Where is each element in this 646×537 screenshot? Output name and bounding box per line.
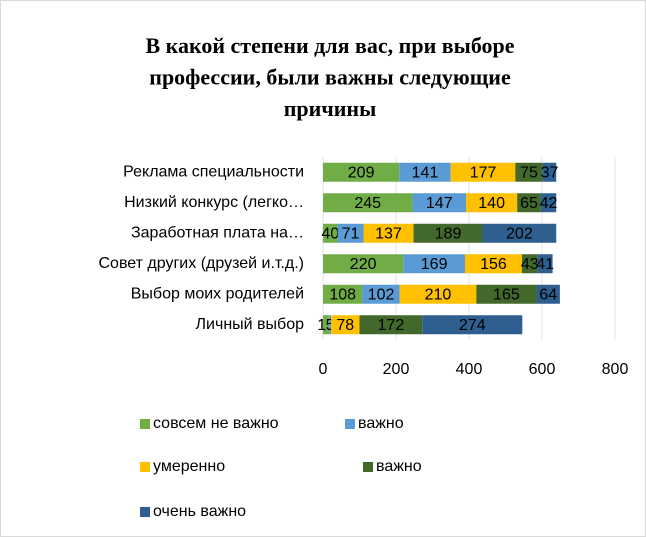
legend-swatch — [345, 419, 355, 429]
y-tick-label: Низкий конкурс (легко… — [124, 194, 304, 211]
data-label: 210 — [425, 286, 452, 303]
bar-segment — [476, 284, 537, 304]
bar-segment — [413, 223, 483, 243]
data-label: 65 — [520, 195, 538, 212]
chart-title: В какой степени для вас, при выборе — [145, 33, 514, 58]
data-label: 141 — [412, 164, 439, 181]
data-label: 75 — [520, 164, 538, 181]
bar-segment — [540, 193, 557, 213]
x-tick-label: 0 — [319, 361, 328, 378]
bar-segment — [331, 315, 360, 335]
bar-segment — [515, 162, 543, 182]
data-label: 140 — [478, 195, 505, 212]
x-tick-label: 800 — [602, 361, 629, 378]
data-label: 42 — [540, 195, 558, 212]
bar-segment — [412, 193, 467, 213]
legend-swatch — [140, 507, 150, 517]
bar-segment — [362, 284, 400, 304]
data-label: 177 — [470, 164, 497, 181]
data-label: 137 — [375, 225, 402, 242]
data-label: 78 — [336, 317, 354, 334]
data-label: 108 — [329, 286, 356, 303]
legend-label: важно — [376, 458, 422, 475]
bar-segment — [323, 284, 363, 304]
legend-swatch — [363, 462, 373, 472]
legend-label: умеренно — [153, 458, 225, 475]
x-tick-label: 600 — [529, 361, 556, 378]
data-label: 169 — [421, 256, 448, 273]
data-label: 156 — [480, 256, 507, 273]
data-label: 172 — [378, 317, 405, 334]
bar-segment — [521, 254, 538, 274]
bar-segment — [422, 315, 523, 335]
bar-segment — [363, 223, 414, 243]
legend-swatch — [140, 462, 150, 472]
data-label: 37 — [541, 164, 559, 181]
y-tick-label: Личный выбор — [196, 316, 305, 333]
chart-title: профессии, были важны следующие — [149, 65, 511, 90]
y-tick-label: Совет других (друзей и.т.д.) — [99, 255, 305, 272]
bar-segment — [537, 254, 553, 274]
data-label: 165 — [493, 286, 520, 303]
bar-segment — [450, 162, 516, 182]
bar-segment — [399, 162, 451, 182]
legend-swatch — [140, 419, 150, 429]
bar-segment — [323, 162, 400, 182]
chart-title: причины — [284, 96, 377, 121]
y-tick-label: Выбор моих родителей — [131, 285, 304, 302]
bar-segment — [359, 315, 423, 335]
bar-segment — [323, 223, 338, 243]
y-tick-label: Заработная плата на… — [131, 224, 304, 241]
bar-segment — [482, 223, 557, 243]
legend-label: очень важно — [153, 503, 246, 520]
data-label: 147 — [426, 195, 453, 212]
bar-segment — [542, 162, 557, 182]
data-label: 71 — [342, 225, 360, 242]
x-tick-label: 400 — [456, 361, 483, 378]
data-label: 220 — [350, 256, 377, 273]
bar-segment — [323, 315, 330, 335]
data-label: 102 — [368, 286, 395, 303]
x-tick-label: 200 — [383, 361, 410, 378]
data-label: 64 — [539, 286, 557, 303]
bar-segment — [464, 254, 522, 274]
data-label: 274 — [459, 317, 486, 334]
bar-segment — [536, 284, 560, 304]
data-label: 189 — [435, 225, 462, 242]
bar-segment — [323, 254, 404, 274]
bar-segment — [403, 254, 465, 274]
data-label: 5 — [326, 317, 335, 334]
data-label: 40 — [321, 225, 339, 242]
data-label: 209 — [348, 164, 375, 181]
data-label: 245 — [354, 195, 381, 212]
data-label: 43 — [521, 256, 539, 273]
bar-segment — [337, 223, 364, 243]
legend-label: важно — [358, 415, 404, 432]
legend-label: совсем не важно — [153, 415, 279, 432]
bar-segment — [517, 193, 541, 213]
bar-segment — [329, 315, 332, 335]
y-tick-label: Реклама специальности — [123, 163, 304, 180]
data-label: 41 — [536, 256, 554, 273]
bar-segment — [399, 284, 477, 304]
data-label: 202 — [506, 225, 533, 242]
bar-segment — [466, 193, 518, 213]
bar-segment — [323, 193, 413, 213]
